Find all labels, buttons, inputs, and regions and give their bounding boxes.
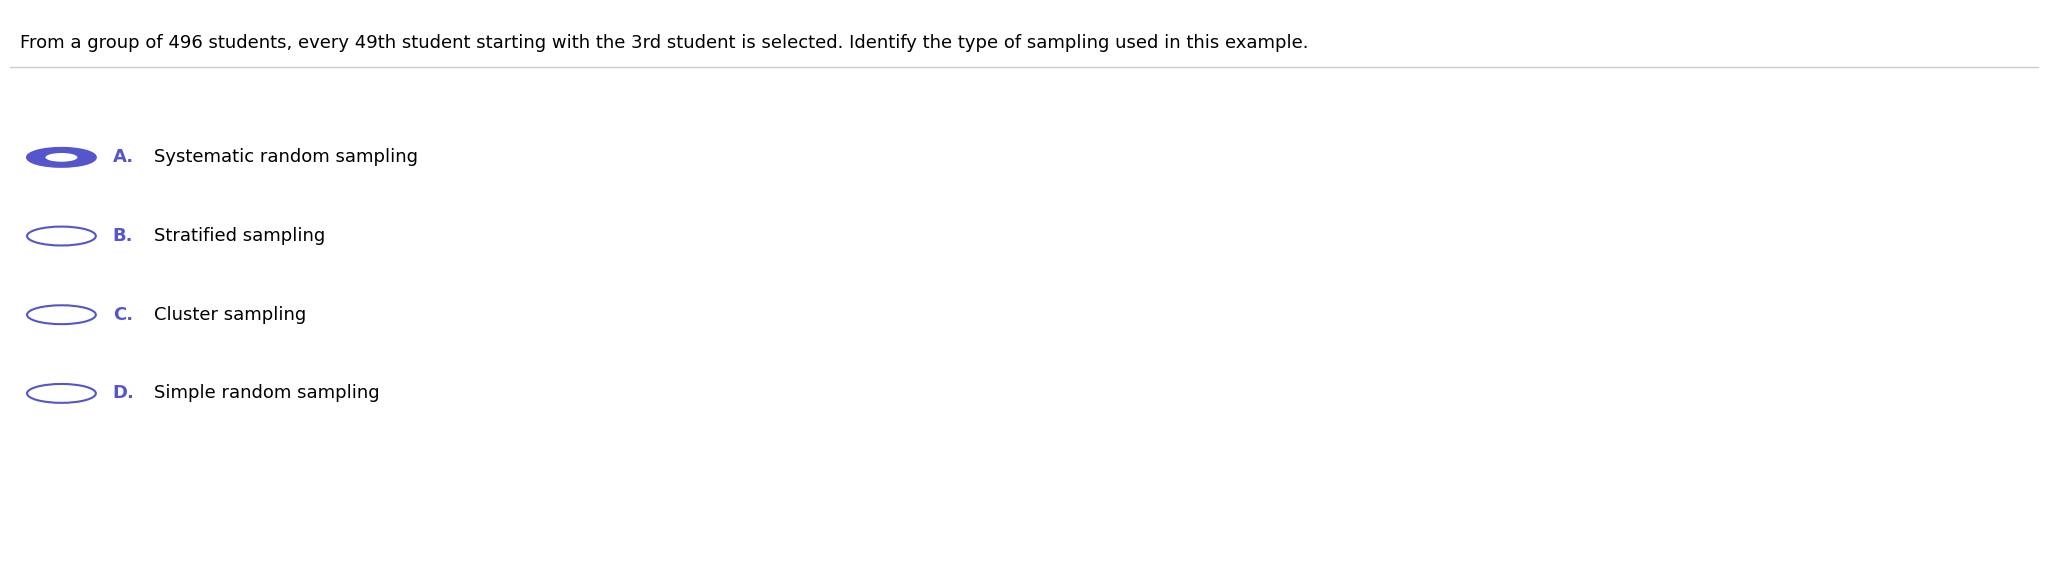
- Circle shape: [27, 305, 96, 324]
- Text: A.: A.: [113, 148, 133, 166]
- Circle shape: [27, 148, 96, 167]
- Circle shape: [27, 226, 96, 246]
- Text: B.: B.: [113, 227, 133, 245]
- Text: Stratified sampling: Stratified sampling: [154, 227, 326, 245]
- Circle shape: [45, 153, 78, 162]
- Circle shape: [27, 384, 96, 403]
- Text: C.: C.: [113, 306, 133, 324]
- Text: D.: D.: [113, 384, 135, 402]
- Text: From a group of 496 students, every 49th student starting with the 3rd student i: From a group of 496 students, every 49th…: [20, 34, 1309, 52]
- Text: Systematic random sampling: Systematic random sampling: [154, 148, 418, 166]
- Text: Cluster sampling: Cluster sampling: [154, 306, 305, 324]
- Text: Simple random sampling: Simple random sampling: [154, 384, 379, 402]
